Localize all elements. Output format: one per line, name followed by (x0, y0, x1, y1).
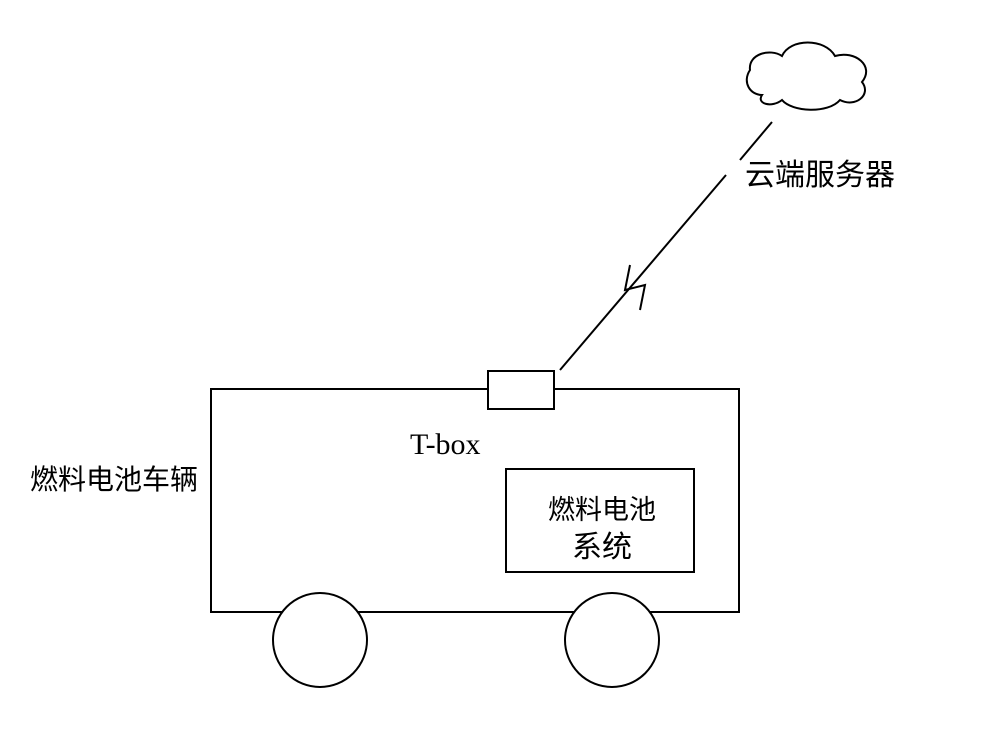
fuel-cell-label-line2: 系统 (572, 522, 632, 566)
vehicle-label: 燃料电池车辆 (30, 458, 198, 498)
cloud-icon (747, 43, 866, 110)
cloud-server-label: 云端服务器 (745, 150, 895, 194)
tbox-label: T-box (410, 428, 481, 462)
wheel-right (564, 592, 660, 688)
link-line-lower (560, 175, 726, 370)
svg-overlay (0, 0, 1000, 735)
diagram-canvas: 云端服务器 燃料电池车辆 T-box 燃料电池 系统 (0, 0, 1000, 735)
tbox-box (487, 370, 555, 410)
wheel-left (272, 592, 368, 688)
wireless-spark-icon (625, 265, 645, 310)
